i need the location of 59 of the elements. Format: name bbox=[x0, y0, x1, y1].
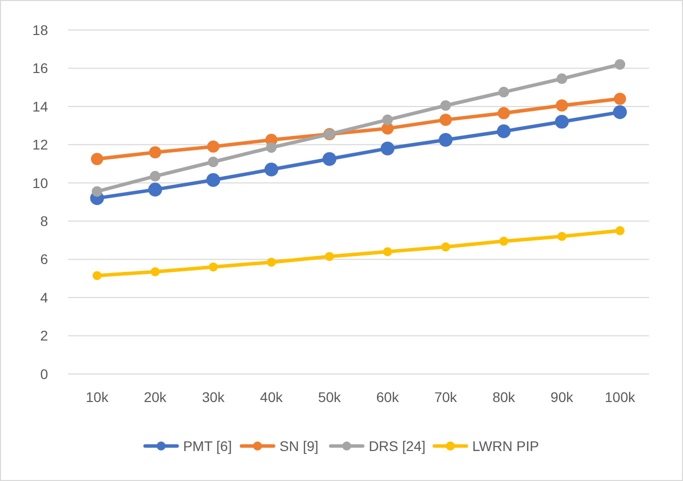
point bbox=[264, 162, 278, 176]
point bbox=[498, 107, 510, 120]
point bbox=[383, 247, 392, 256]
point bbox=[150, 170, 160, 182]
point bbox=[92, 271, 102, 280]
point bbox=[556, 73, 568, 84]
y-tick-label: 6 bbox=[40, 251, 48, 268]
point bbox=[614, 59, 626, 70]
y-tick-label: 14 bbox=[32, 98, 48, 114]
point bbox=[206, 173, 220, 187]
x-tick-label: 10k bbox=[86, 389, 110, 405]
point bbox=[556, 99, 568, 112]
point bbox=[441, 242, 450, 252]
legend-label: LWRN PIP bbox=[472, 438, 539, 454]
point bbox=[208, 262, 218, 272]
x-tick-label: 100k bbox=[604, 389, 636, 405]
point bbox=[440, 114, 452, 126]
y-tick-label: 2 bbox=[40, 328, 48, 344]
y-tick-label: 12 bbox=[32, 136, 48, 153]
x-tick-label: 20k bbox=[144, 389, 168, 405]
y-tick-label: 16 bbox=[32, 60, 48, 76]
y-tick-label: 0 bbox=[40, 366, 48, 382]
x-tick-label: 70k bbox=[434, 389, 458, 405]
point bbox=[440, 100, 451, 111]
point bbox=[322, 152, 336, 166]
point bbox=[499, 236, 508, 246]
point bbox=[92, 186, 102, 197]
legend-label: PMT [6] bbox=[183, 438, 232, 454]
x-tick-label: 80k bbox=[492, 389, 516, 405]
y-tick-label: 4 bbox=[40, 289, 48, 306]
point bbox=[498, 86, 510, 98]
point bbox=[615, 226, 624, 236]
legend-label: DRS [24] bbox=[368, 438, 426, 454]
x-tick-label: 60k bbox=[376, 389, 400, 405]
point bbox=[613, 105, 627, 120]
point bbox=[614, 92, 626, 105]
point bbox=[496, 124, 511, 138]
y-tick-label: 18 bbox=[32, 22, 48, 38]
x-tick-label: 30k bbox=[202, 389, 226, 405]
point bbox=[266, 142, 277, 153]
point bbox=[324, 252, 334, 261]
y-tick-label: 8 bbox=[40, 213, 48, 230]
point bbox=[554, 114, 569, 129]
point bbox=[380, 142, 394, 156]
point bbox=[266, 258, 276, 267]
point bbox=[557, 232, 566, 241]
x-tick-label: 90k bbox=[550, 389, 574, 405]
legend-label: SN [9] bbox=[280, 438, 318, 454]
point bbox=[150, 267, 160, 276]
point bbox=[90, 152, 104, 166]
y-tick-label: 10 bbox=[32, 174, 48, 191]
point bbox=[148, 182, 162, 196]
x-tick-label: 40k bbox=[260, 389, 284, 405]
point bbox=[149, 146, 162, 158]
point bbox=[382, 114, 393, 126]
x-tick-label: 50k bbox=[318, 389, 342, 405]
point bbox=[208, 156, 219, 168]
point bbox=[207, 140, 220, 153]
point bbox=[438, 132, 453, 147]
